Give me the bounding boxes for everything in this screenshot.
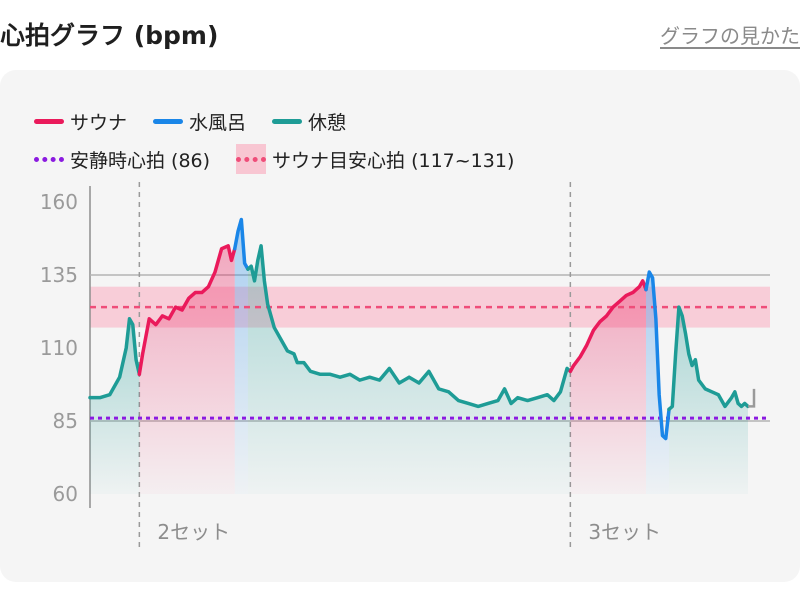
set-marker-label: 2セット [157, 520, 230, 544]
legend-cold-bath-swatch [153, 119, 184, 124]
legend-resting-hr-label: 安静時心拍 (86) [70, 149, 211, 172]
legend-resting-hr-swatch [34, 156, 64, 162]
series-line-end [748, 388, 756, 408]
legend-cold-bath-label: 水風呂 [189, 112, 247, 134]
series-area-rest [247, 245, 571, 494]
legend-sauna: サウナ [34, 108, 127, 135]
series-line-sauna [568, 279, 648, 374]
legend-cold-bath: 水風呂 [153, 108, 246, 135]
legend-sauna-label: サウナ [70, 112, 128, 134]
y-tick-label: 60 [53, 482, 78, 506]
legend-resting-hr: 安静時心拍 (86) [34, 146, 210, 173]
legend-sauna-swatch [34, 119, 64, 124]
legend-target-hr: サウナ目安心拍 (117~131) [236, 144, 514, 174]
series-line-cold-bath [233, 217, 250, 271]
y-tick-label: 135 [40, 263, 78, 287]
series-area-sauna [570, 280, 647, 494]
series-line-rest [667, 305, 750, 412]
legend-row-phases: サウナ 水風呂 休憩 [34, 108, 372, 135]
series-area-sauna [139, 245, 235, 494]
page-title: 心拍グラフ (bpm) [0, 21, 219, 50]
y-tick-label: 110 [40, 336, 78, 360]
y-tick-label: 160 [40, 190, 78, 214]
legend-target-hr-swatch [236, 144, 267, 174]
legend-row-references: 安静時心拍 (86) サウナ目安心拍 (117~131) [34, 144, 540, 174]
legend-rest-label: 休憩 [308, 112, 347, 134]
legend-target-hr-label: サウナ目安心拍 (117~131) [272, 149, 515, 172]
y-tick-label: 85 [53, 409, 78, 433]
series-area-cold-bath [234, 219, 248, 494]
series-line-cold-bath [644, 270, 671, 441]
legend-rest-swatch [272, 119, 303, 124]
graph-help-link[interactable]: グラフの見かた [660, 24, 800, 48]
series-line-sauna [137, 244, 237, 377]
set-marker-label: 3セット [588, 520, 661, 544]
series-line-rest [88, 317, 142, 400]
legend-rest: 休憩 [272, 108, 346, 135]
series-line-rest [246, 244, 573, 409]
series-area-rest [90, 318, 140, 494]
